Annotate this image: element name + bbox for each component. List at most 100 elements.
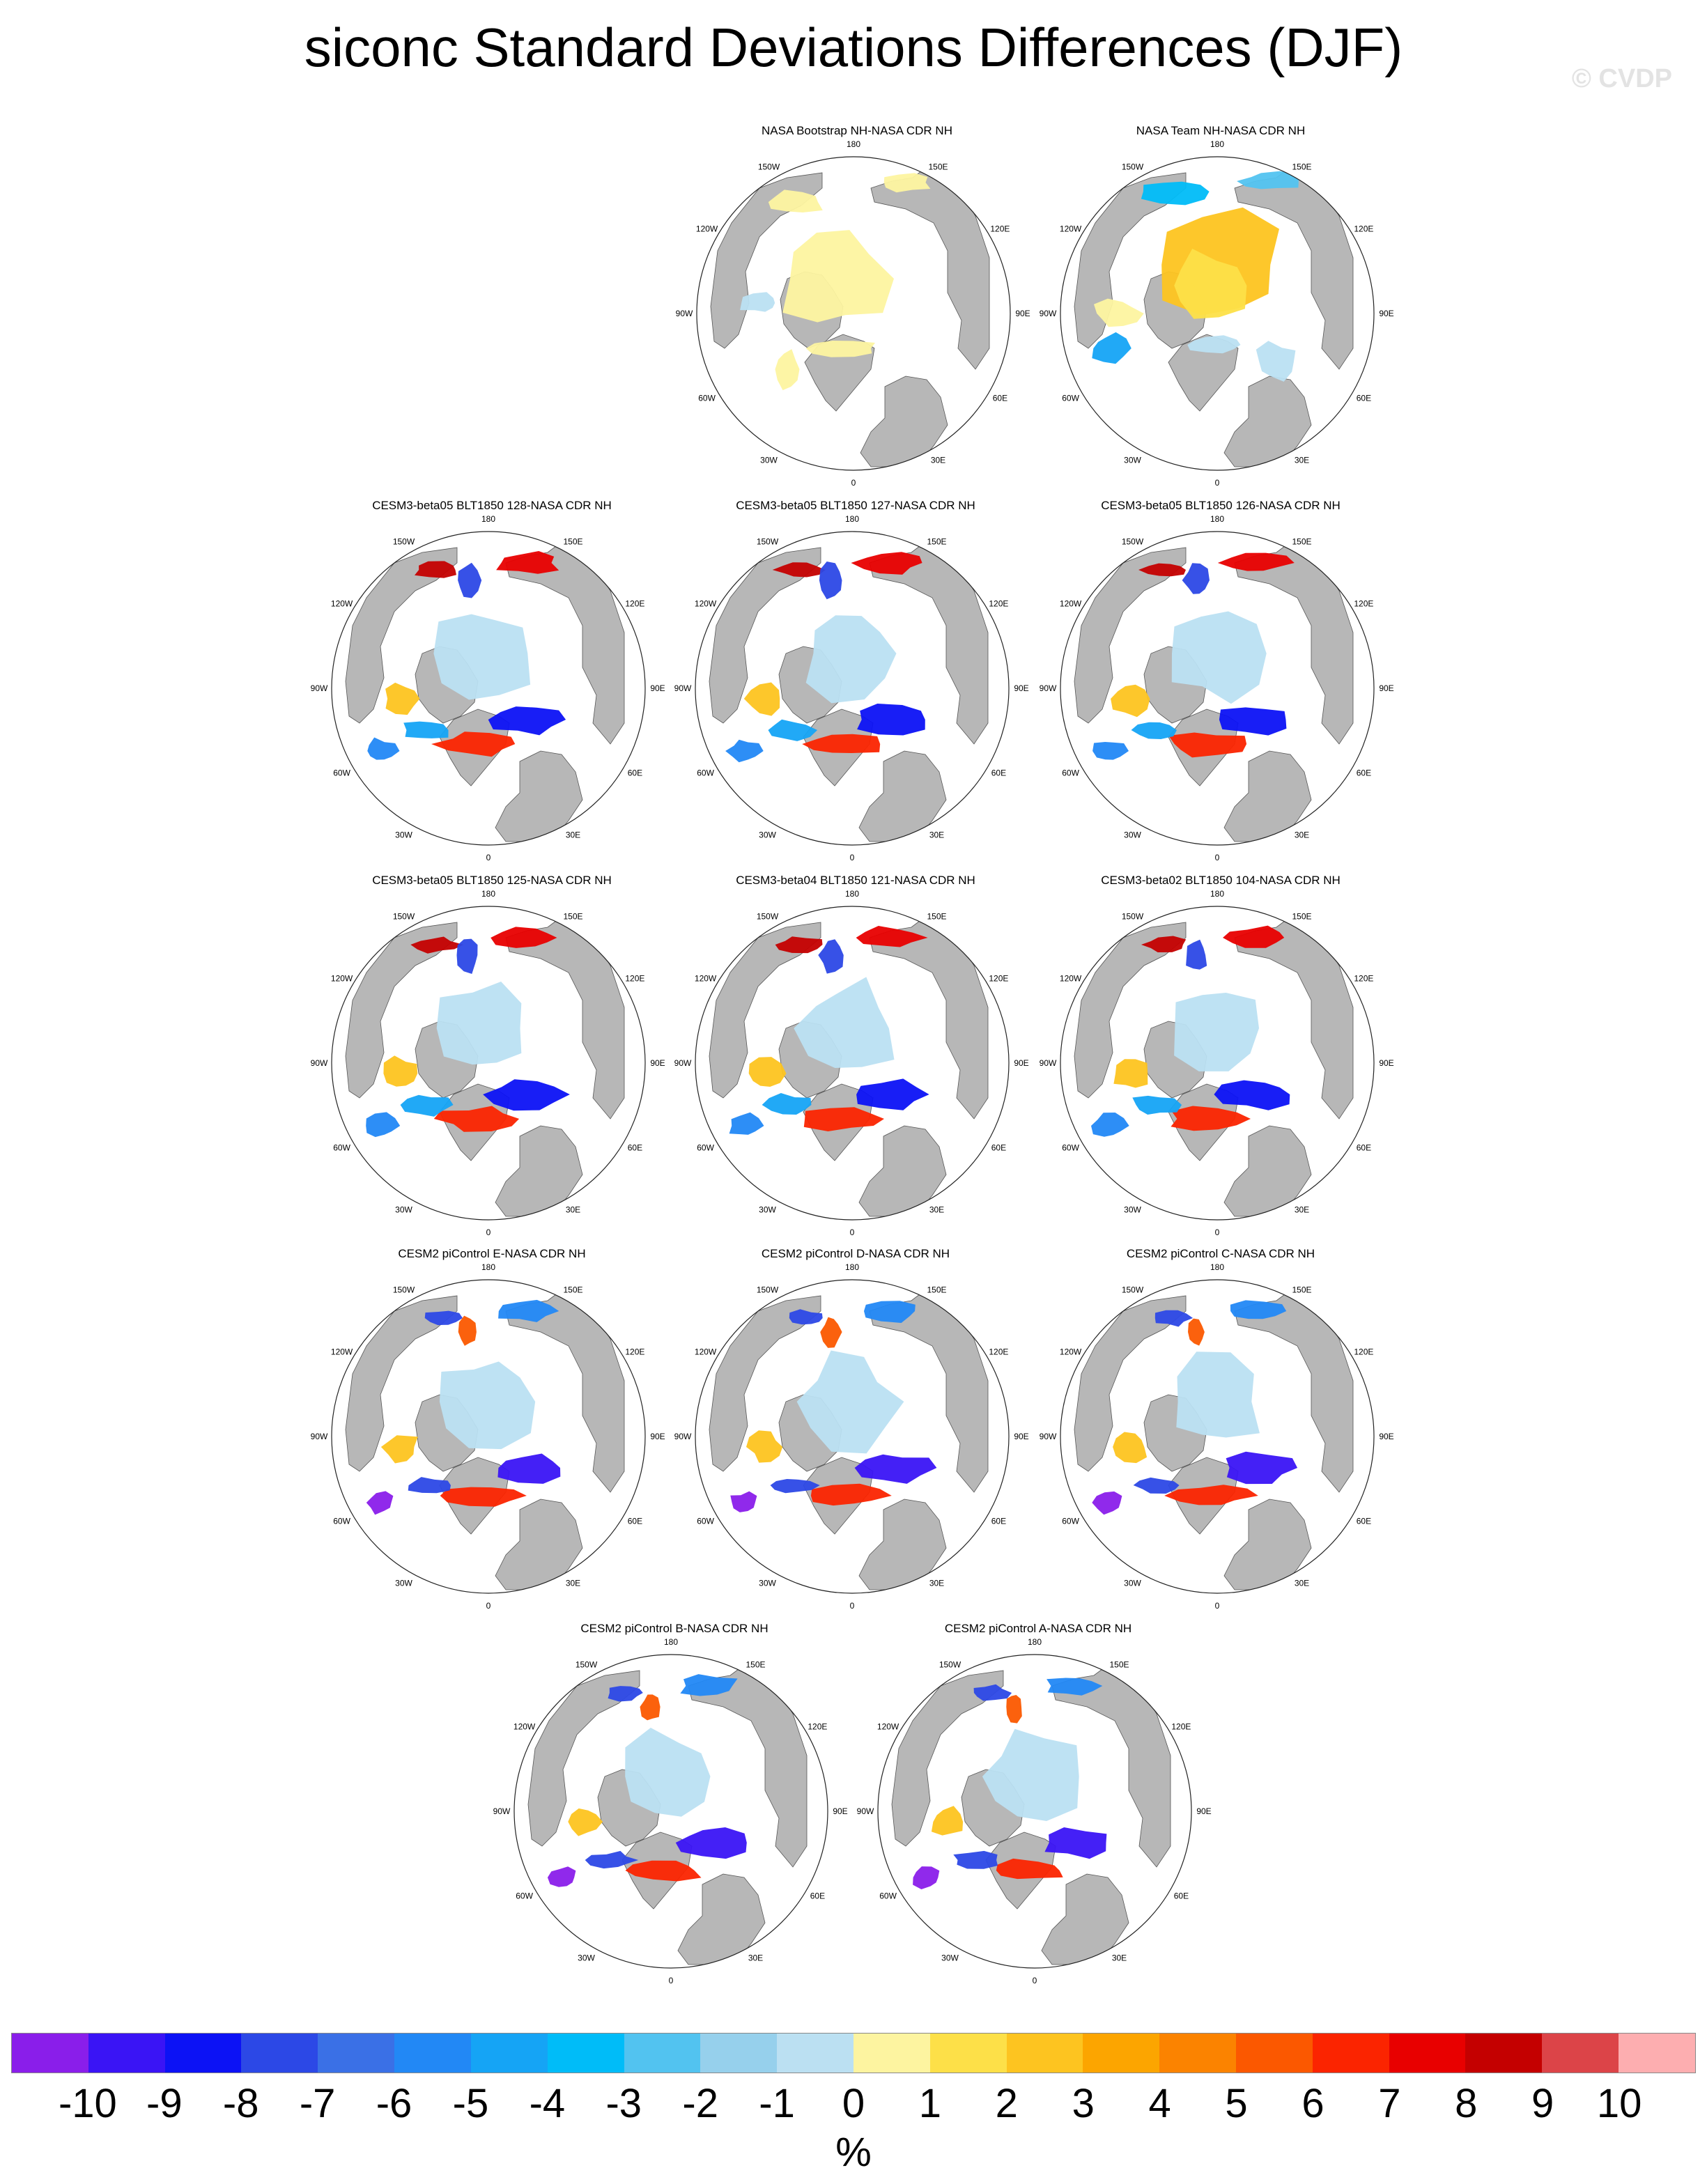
longitude-label: 60E [628,768,642,778]
panel-title: CESM2 piControl C-NASA CDR NH [1126,1247,1315,1260]
longitude-label: 120W [1060,599,1082,609]
anomaly-patch [864,1301,916,1323]
anomaly-patch [458,562,482,598]
anomaly-patch [772,562,826,578]
longitude-label: 90W [311,683,328,693]
anomaly-patch [1256,341,1296,382]
colorbar-box [1619,2034,1695,2073]
longitude-label: 120E [989,974,1008,984]
longitude-label: 90E [1379,683,1393,693]
colorbar-tick-label: -8 [222,2081,259,2126]
anomaly-patch [854,1454,937,1484]
longitude-label: 90E [650,1058,665,1068]
longitude-label: 120E [989,1347,1008,1357]
anomaly-patch [1113,1059,1148,1088]
longitude-label: 60E [1357,1143,1371,1153]
anomaly-patch [585,1850,639,1869]
anomaly-patch [496,551,559,574]
anomaly-patch [625,1860,702,1882]
longitude-label: 150W [393,537,415,547]
longitude-label: 0 [1215,478,1220,488]
longitude-label: 60W [333,768,350,778]
anomaly-patch [456,938,478,974]
longitude-label: 150W [393,1285,415,1295]
polar-map: 180 150E 120E 90E 60E 30E 0 30W 60W 90W 120W 150W [674,889,1029,1237]
longitude-label: 150W [1122,912,1144,922]
longitude-label: 120E [1171,1722,1191,1732]
longitude-label: 30E [566,1578,580,1588]
anomaly-patch [547,1866,576,1887]
longitude-label: 0 [1215,853,1220,862]
colorbar-box [1083,2034,1160,2073]
longitude-label: 120E [1354,974,1373,984]
longitude-label: 120E [625,974,644,984]
anomaly-patch [1164,1485,1258,1505]
longitude-label: 150E [927,1285,946,1295]
panel-title: CESM3-beta05 BLT1850 128-NASA CDR NH [372,499,612,512]
colorbar-tick-label: -1 [759,2081,795,2126]
anomaly-patch [1044,1827,1107,1859]
longitude-label: 120E [625,1347,644,1357]
map-panel: CESM2 piControl B-NASA CDR NH 180 150E 120… [493,1622,849,1985]
anomaly-patch [818,939,844,974]
land-mass [1074,1295,1187,1472]
longitude-label: 60E [810,1891,825,1901]
longitude-label: 60W [879,1891,897,1901]
map-panel: CESM2 piControl A-NASA CDR NH 180 150E 120… [857,1622,1212,1985]
polar-map: 180 150E 120E 90E 60E 30E 0 30W 60W 90W 120W 150W [1040,1262,1394,1611]
anomaly-patch [1186,939,1207,970]
longitude-label: 30W [759,1578,776,1588]
anomaly-patch [1226,1451,1298,1485]
anomaly-patch [1132,1095,1182,1115]
anomaly-patch [856,926,928,947]
longitude-label: 0 [1215,1601,1220,1611]
longitude-label: 30E [931,455,945,465]
anomaly-patch [400,1094,454,1117]
map-border [695,906,1010,1221]
longitude-label: 60W [333,1143,350,1153]
longitude-label: 30W [759,830,776,839]
colorbar-box [1159,2034,1236,2073]
longitude-label: 150E [1292,1285,1311,1295]
longitude-label: 30W [1124,1205,1141,1214]
anomaly-patch [366,1112,401,1138]
colorbar-box [1312,2034,1389,2073]
longitude-label: 120W [695,974,717,984]
longitude-label: 0 [850,1601,855,1611]
longitude-label: 180 [1210,1262,1224,1272]
panel-title: CESM2 piControl D-NASA CDR NH [761,1247,950,1260]
anomaly-patch [568,1808,603,1836]
longitude-label: 150W [757,912,779,922]
colorbar-box [624,2034,701,2073]
anomaly-patch [1237,171,1299,189]
longitude-label: 90E [650,683,665,693]
panel-title: CESM3-beta05 BLT1850 126-NASA CDR NH [1101,499,1341,512]
colorbar-box [1389,2034,1466,2073]
map-border [331,531,646,846]
longitude-label: 180 [845,1262,859,1272]
map-border [1060,156,1375,471]
anomaly-patch [775,349,800,391]
anomaly-patch [483,1079,570,1111]
anomaly-patch [802,734,881,753]
longitude-label: 60E [1357,394,1371,403]
anomaly-patch [380,1435,418,1464]
anomaly-patch [913,1866,940,1889]
colorbar-tick-label: 4 [1148,2081,1171,2126]
longitude-label: 60W [697,1143,714,1153]
map-border [1060,531,1375,846]
polar-map: 180 150E 120E 90E 60E 30E 0 30W 60W 90W 120W 150W [676,139,1030,488]
longitude-label: 0 [851,478,856,488]
longitude-label: 180 [845,889,859,899]
polar-map: 180 150E 120E 90E 60E 30E 0 30W 60W 90W 120W 150W [1040,139,1394,488]
polar-map: 180 150E 120E 90E 60E 30E 0 30W 60W 90W 120W 150W [1040,514,1394,862]
anomaly-patch [1174,249,1247,319]
longitude-label: 90W [1040,1058,1057,1068]
longitude-label: 120W [695,599,717,609]
polar-map: 180 150E 120E 90E 60E 30E 0 30W 60W 90W 120W 150W [674,1262,1029,1611]
anomaly-patch [1133,1477,1180,1494]
anomaly-patch [883,173,931,193]
longitude-label: 120E [1354,224,1373,234]
colorbar-box [853,2034,930,2073]
longitude-label: 60W [1062,394,1079,403]
